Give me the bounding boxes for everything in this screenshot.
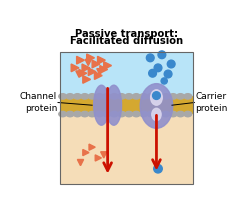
Polygon shape (89, 144, 95, 150)
Polygon shape (98, 56, 105, 64)
Polygon shape (88, 68, 96, 76)
Ellipse shape (125, 94, 133, 99)
Polygon shape (87, 54, 94, 62)
Ellipse shape (94, 85, 109, 125)
Ellipse shape (151, 90, 162, 105)
Ellipse shape (132, 94, 140, 99)
Ellipse shape (118, 111, 126, 117)
Text: Facilitated diffusion: Facilitated diffusion (70, 35, 183, 46)
Ellipse shape (103, 111, 111, 117)
Circle shape (158, 51, 166, 59)
Ellipse shape (96, 94, 103, 99)
Ellipse shape (169, 94, 177, 99)
Ellipse shape (162, 94, 170, 99)
Ellipse shape (152, 108, 161, 121)
Ellipse shape (96, 111, 103, 117)
Ellipse shape (59, 94, 67, 99)
Ellipse shape (118, 94, 126, 99)
Circle shape (154, 64, 162, 72)
Ellipse shape (103, 94, 111, 99)
Ellipse shape (88, 94, 96, 99)
Ellipse shape (169, 111, 177, 117)
Ellipse shape (154, 94, 162, 99)
Ellipse shape (125, 111, 133, 117)
Polygon shape (97, 69, 103, 75)
Bar (60, 96, 193, 114)
Bar (60, 53, 193, 184)
Ellipse shape (154, 111, 162, 117)
Polygon shape (101, 152, 107, 158)
Circle shape (153, 92, 160, 99)
Polygon shape (82, 64, 90, 72)
Ellipse shape (110, 111, 118, 117)
Polygon shape (77, 56, 84, 64)
Ellipse shape (74, 111, 81, 117)
Ellipse shape (184, 111, 192, 117)
Polygon shape (83, 76, 91, 83)
Circle shape (154, 164, 162, 173)
Polygon shape (71, 64, 79, 72)
Ellipse shape (147, 111, 155, 117)
Circle shape (146, 54, 154, 62)
Ellipse shape (106, 85, 121, 125)
Polygon shape (104, 62, 112, 69)
Polygon shape (83, 150, 89, 156)
Ellipse shape (184, 94, 192, 99)
Polygon shape (100, 65, 108, 73)
Polygon shape (92, 60, 100, 68)
Ellipse shape (74, 94, 81, 99)
Circle shape (149, 69, 156, 77)
Ellipse shape (140, 111, 147, 117)
Circle shape (164, 70, 172, 78)
Circle shape (167, 60, 175, 68)
Ellipse shape (81, 111, 89, 117)
Ellipse shape (147, 94, 155, 99)
Polygon shape (94, 72, 102, 79)
Ellipse shape (81, 94, 89, 99)
Ellipse shape (140, 84, 173, 128)
Ellipse shape (59, 111, 67, 117)
Ellipse shape (66, 94, 74, 99)
Bar (60, 53, 193, 96)
Text: Passive transport:: Passive transport: (75, 29, 178, 39)
Bar (60, 114, 193, 184)
Ellipse shape (162, 111, 170, 117)
Text: Carrier
protein: Carrier protein (195, 92, 228, 113)
Ellipse shape (132, 111, 140, 117)
Polygon shape (79, 69, 87, 77)
Ellipse shape (177, 111, 184, 117)
Ellipse shape (110, 94, 118, 99)
Ellipse shape (88, 111, 96, 117)
Polygon shape (76, 71, 82, 77)
Ellipse shape (66, 111, 74, 117)
Ellipse shape (140, 94, 147, 99)
Polygon shape (77, 159, 84, 166)
Circle shape (161, 78, 167, 84)
Text: Channel
protein: Channel protein (20, 92, 57, 113)
Polygon shape (95, 155, 101, 161)
Polygon shape (85, 59, 91, 65)
Ellipse shape (177, 94, 184, 99)
